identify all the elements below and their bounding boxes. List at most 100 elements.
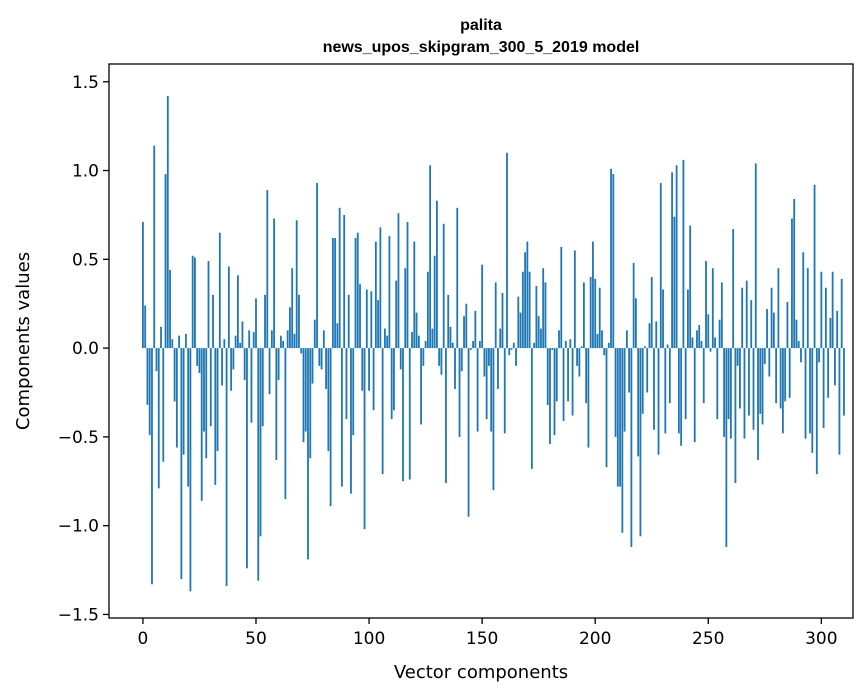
bar-223 bbox=[646, 348, 649, 393]
bar-182 bbox=[553, 348, 556, 436]
bar-285 bbox=[786, 301, 789, 349]
bar-87 bbox=[338, 207, 341, 349]
bar-171 bbox=[528, 271, 531, 349]
bar-290 bbox=[797, 341, 800, 349]
bar-38 bbox=[227, 266, 230, 349]
bar-186 bbox=[562, 348, 565, 421]
bar-148 bbox=[476, 348, 479, 432]
bar-153 bbox=[488, 348, 490, 366]
y-tick-label: −1.0 bbox=[58, 517, 99, 537]
bar-132 bbox=[440, 348, 443, 375]
bar-264 bbox=[739, 348, 741, 409]
x-tick-label: 150 bbox=[466, 629, 498, 649]
bar-244 bbox=[693, 348, 696, 443]
bar-228 bbox=[657, 348, 660, 455]
bar-44 bbox=[241, 321, 244, 349]
bar-270 bbox=[752, 348, 755, 430]
bar-141 bbox=[460, 348, 463, 372]
bar-189 bbox=[569, 339, 572, 349]
bar-91 bbox=[347, 294, 350, 349]
bar-255 bbox=[718, 319, 721, 349]
bar-269 bbox=[750, 300, 753, 349]
bar-3 bbox=[148, 348, 151, 436]
bar-257 bbox=[723, 348, 726, 437]
chart-title-line-1: palita bbox=[460, 17, 502, 34]
bar-308 bbox=[838, 348, 841, 455]
bar-247 bbox=[700, 341, 703, 349]
bar-35 bbox=[221, 348, 223, 386]
bar-194 bbox=[580, 346, 583, 349]
bar-51 bbox=[257, 348, 260, 581]
bar-297 bbox=[813, 184, 816, 349]
bar-273 bbox=[759, 348, 762, 414]
bar-275 bbox=[763, 348, 766, 365]
bar-88 bbox=[341, 348, 343, 487]
bar-130 bbox=[436, 200, 438, 349]
bar-248 bbox=[702, 348, 705, 404]
bar-240 bbox=[684, 348, 687, 420]
x-tick-label: 200 bbox=[579, 629, 611, 649]
bar-162 bbox=[508, 348, 511, 356]
bar-92 bbox=[350, 348, 352, 494]
bar-115 bbox=[402, 348, 404, 482]
bar-263 bbox=[736, 348, 739, 366]
bar-181 bbox=[551, 348, 554, 350]
bar-226 bbox=[653, 348, 655, 430]
y-tick-label: 0.5 bbox=[72, 250, 99, 270]
bar-154 bbox=[490, 348, 493, 432]
bar-288 bbox=[793, 198, 796, 349]
bar-0 bbox=[142, 222, 144, 349]
bar-164 bbox=[512, 342, 515, 349]
bar-253 bbox=[714, 337, 716, 349]
bar-64 bbox=[286, 330, 289, 349]
bar-222 bbox=[644, 346, 646, 349]
bar-213 bbox=[623, 348, 626, 432]
bar-142 bbox=[463, 316, 465, 349]
bar-13 bbox=[171, 339, 174, 349]
bar-265 bbox=[741, 287, 744, 349]
bar-94 bbox=[354, 238, 357, 349]
bar-197 bbox=[587, 348, 590, 448]
y-tick-label: −1.5 bbox=[58, 605, 99, 625]
bar-200 bbox=[594, 278, 597, 349]
bar-205 bbox=[605, 348, 608, 468]
bar-63 bbox=[284, 348, 287, 500]
bar-147 bbox=[474, 310, 477, 349]
bar-234 bbox=[671, 172, 673, 349]
bar-267 bbox=[745, 280, 748, 349]
bars-group bbox=[142, 95, 845, 592]
bar-188 bbox=[567, 348, 569, 402]
bar-187 bbox=[564, 341, 567, 349]
bar-8 bbox=[160, 326, 162, 349]
bar-74 bbox=[309, 348, 312, 459]
bar-149 bbox=[478, 341, 481, 349]
bar-274 bbox=[761, 348, 764, 425]
chart-title-line-2: news_upos_skipgram_300_5_2019 model bbox=[323, 39, 640, 56]
bar-46 bbox=[246, 348, 248, 569]
bar-47 bbox=[248, 330, 251, 349]
bar-238 bbox=[680, 348, 683, 446]
bar-40 bbox=[232, 348, 235, 370]
bar-261 bbox=[732, 229, 735, 349]
bar-95 bbox=[356, 232, 359, 349]
bar-34 bbox=[218, 232, 221, 349]
bar-114 bbox=[399, 348, 402, 370]
bar-55 bbox=[266, 190, 269, 349]
bar-296 bbox=[811, 348, 814, 453]
bar-272 bbox=[757, 348, 759, 460]
bar-111 bbox=[393, 348, 395, 411]
bar-10 bbox=[164, 174, 167, 349]
bar-25 bbox=[198, 348, 201, 373]
bar-48 bbox=[250, 348, 253, 423]
bar-90 bbox=[345, 348, 348, 420]
bar-294 bbox=[806, 268, 809, 349]
bar-216 bbox=[630, 348, 633, 547]
bar-2 bbox=[146, 348, 149, 405]
bar-14 bbox=[173, 348, 176, 402]
bar-260 bbox=[729, 348, 732, 439]
bar-146 bbox=[472, 341, 474, 349]
bar-157 bbox=[497, 348, 499, 389]
bar-19 bbox=[184, 333, 187, 349]
